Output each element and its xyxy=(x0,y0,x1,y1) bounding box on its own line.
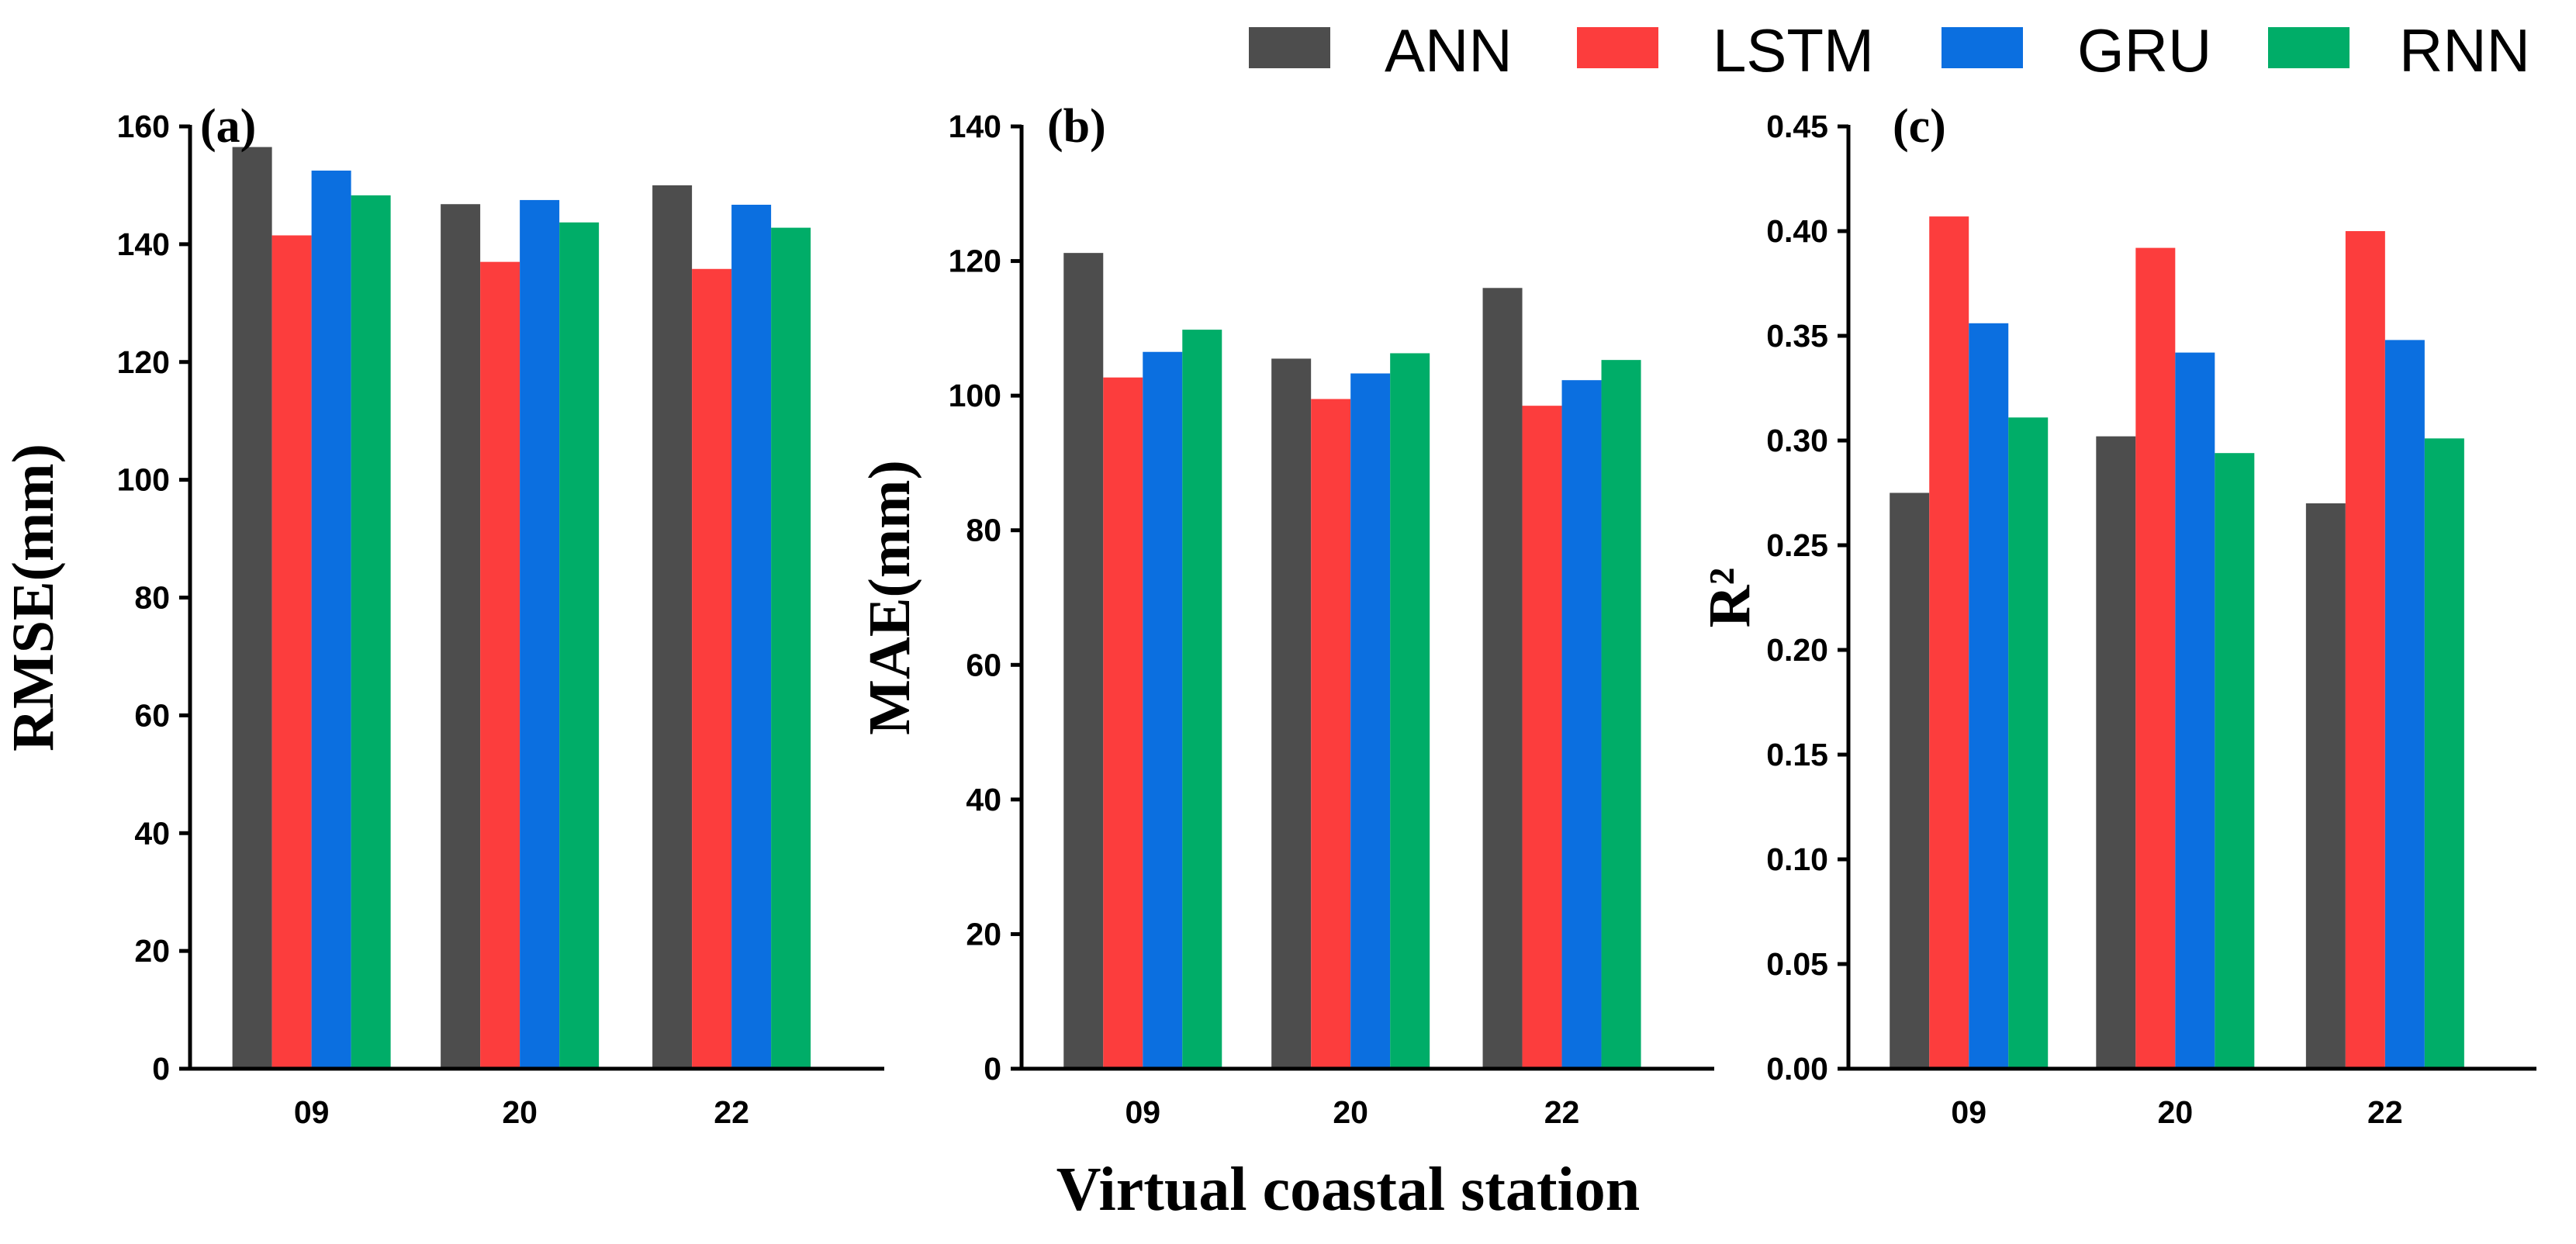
bar-ann-22 xyxy=(652,185,693,1069)
y-tick-label: 140 xyxy=(949,109,1001,144)
y-tick-label: 40 xyxy=(966,782,1001,817)
bar-lstm-22 xyxy=(2345,231,2385,1069)
bar-gru-22 xyxy=(1561,380,1602,1069)
panel-label: (a) xyxy=(200,100,256,153)
panel-label: (b) xyxy=(1047,100,1106,153)
bar-rnn-20 xyxy=(1390,353,1430,1069)
y-tick-label: 80 xyxy=(134,580,170,616)
panel-rmse: 09 20 22 0 20 40 60 80 100 120 140 160 (a) RMSE(mm) xyxy=(1,100,884,1130)
x-tick-label: 09 xyxy=(1125,1094,1160,1130)
bar-ann-20 xyxy=(1271,358,1312,1069)
bar-gru-20 xyxy=(520,199,560,1069)
legend-label-ann: ANN xyxy=(1385,16,1513,85)
y-tick-label: 60 xyxy=(966,647,1001,682)
bar-gru-22 xyxy=(2384,340,2425,1069)
x-tick-label: 22 xyxy=(2367,1094,2403,1130)
bar-gru-09 xyxy=(311,170,351,1069)
y-tick-label: 120 xyxy=(117,344,170,380)
y-tick-label: 0.40 xyxy=(1766,213,1828,249)
y-tick-label: 0.45 xyxy=(1766,109,1828,144)
bar-ann-22 xyxy=(1482,288,1523,1069)
chart-legend: ANN LSTM GRU RNN xyxy=(1249,16,2530,85)
bar-lstm-09 xyxy=(1929,216,1969,1069)
y-tick-label: 60 xyxy=(134,697,170,733)
bar-ann-09 xyxy=(232,147,272,1069)
y-tick-label: 120 xyxy=(949,244,1001,279)
x-axis-title: Virtual coastal station xyxy=(1056,1156,1641,1224)
y-tick-label: 80 xyxy=(966,513,1001,548)
x-tick-label: 09 xyxy=(1951,1094,1986,1130)
y-axis-title: R² xyxy=(1697,568,1762,628)
y-tick-label: 0.15 xyxy=(1766,737,1828,772)
bar-rnn-20 xyxy=(559,222,600,1069)
bar-gru-20 xyxy=(1350,373,1391,1069)
x-tick-label: 09 xyxy=(294,1094,330,1130)
bar-lstm-20 xyxy=(1311,399,1351,1069)
bar-rnn-22 xyxy=(771,227,811,1069)
y-tick-label: 0.35 xyxy=(1766,318,1828,354)
bar-lstm-20 xyxy=(2135,247,2176,1069)
y-tick-label: 0.25 xyxy=(1766,527,1828,563)
y-tick-label: 0.10 xyxy=(1766,841,1828,877)
x-tick-label: 20 xyxy=(2158,1094,2194,1130)
bar-rnn-09 xyxy=(351,195,391,1069)
legend-swatch-gru xyxy=(1942,27,2023,68)
bar-lstm-22 xyxy=(1522,406,1562,1069)
y-tick-label: 0 xyxy=(152,1051,170,1087)
bar-ann-20 xyxy=(2096,436,2136,1069)
y-axis-title: RMSE(mm) xyxy=(1,444,66,752)
bar-lstm-09 xyxy=(1103,377,1143,1069)
bar-lstm-20 xyxy=(480,261,520,1069)
y-tick-label: 0.00 xyxy=(1766,1051,1828,1087)
bar-gru-09 xyxy=(1143,351,1183,1069)
legend-swatch-lstm xyxy=(1577,27,1658,68)
bar-gru-20 xyxy=(2175,352,2215,1069)
bar-ann-20 xyxy=(441,204,481,1069)
panel-mae: 09 20 22 0 20 40 60 80 100 120 140 (b) MAE(mm) xyxy=(857,100,1714,1130)
bar-ann-22 xyxy=(2305,503,2346,1069)
y-tick-label: 40 xyxy=(134,815,170,851)
legend-label-lstm: LSTM xyxy=(1713,16,1874,85)
bar-lstm-22 xyxy=(692,268,732,1069)
legend-label-rnn: RNN xyxy=(2399,16,2530,85)
bar-lstm-09 xyxy=(271,235,312,1069)
bar-rnn-09 xyxy=(1182,330,1222,1069)
y-tick-label: 100 xyxy=(949,378,1001,413)
bar-rnn-22 xyxy=(1601,360,1641,1069)
legend-swatch-ann xyxy=(1249,27,1330,68)
x-tick-label: 20 xyxy=(1333,1094,1368,1130)
bar-ann-09 xyxy=(1063,253,1104,1069)
y-tick-label: 0.30 xyxy=(1766,423,1828,458)
bar-rnn-22 xyxy=(2424,438,2464,1069)
bar-gru-09 xyxy=(1969,323,2009,1069)
x-tick-label: 22 xyxy=(714,1094,749,1130)
x-tick-label: 22 xyxy=(1544,1094,1580,1130)
y-tick-label: 100 xyxy=(117,462,170,498)
x-tick-label: 20 xyxy=(502,1094,538,1130)
bar-ann-09 xyxy=(1890,492,1930,1069)
bar-gru-22 xyxy=(731,204,772,1069)
legend-swatch-rnn xyxy=(2268,27,2350,68)
y-tick-label: 160 xyxy=(117,109,170,144)
bar-rnn-09 xyxy=(2008,417,2049,1069)
y-tick-label: 20 xyxy=(966,916,1001,952)
y-tick-label: 0.20 xyxy=(1766,632,1828,668)
y-axis-title: MAE(mm) xyxy=(857,460,922,735)
y-tick-label: 0 xyxy=(984,1051,1001,1087)
y-tick-label: 0.05 xyxy=(1766,946,1828,982)
y-tick-label: 20 xyxy=(134,933,170,969)
panel-r-squared: 09 20 22 0.00 0.05 0.10 0.15 0.20 0.25 0.30 0.35 0.… xyxy=(1697,100,2536,1130)
legend-label-gru: GRU xyxy=(2077,16,2211,85)
panel-label: (c) xyxy=(1893,100,1946,153)
bar-rnn-20 xyxy=(2215,453,2255,1069)
y-tick-label: 140 xyxy=(117,226,170,262)
